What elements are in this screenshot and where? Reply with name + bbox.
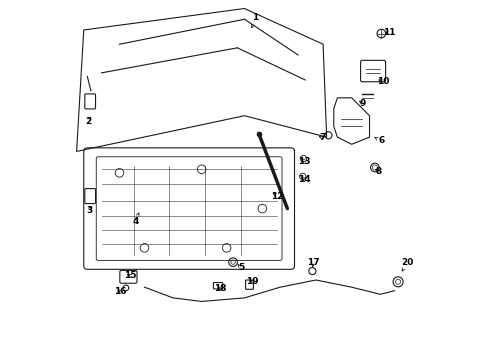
Text: 17: 17: [306, 258, 319, 267]
Text: 4: 4: [132, 213, 139, 226]
Text: 18: 18: [214, 284, 226, 293]
Text: 16: 16: [114, 287, 126, 296]
Text: 6: 6: [374, 136, 384, 145]
Text: 12: 12: [270, 192, 283, 201]
Text: 8: 8: [375, 167, 381, 176]
Text: 20: 20: [400, 258, 412, 271]
Text: 15: 15: [123, 271, 136, 280]
Text: 11: 11: [382, 28, 395, 37]
Text: 1: 1: [251, 13, 258, 28]
Text: 2: 2: [85, 117, 91, 126]
Text: 13: 13: [298, 157, 310, 166]
Text: 19: 19: [246, 277, 259, 286]
Text: 7: 7: [319, 133, 325, 142]
Text: 10: 10: [376, 77, 388, 86]
Text: 9: 9: [359, 99, 365, 108]
Text: 3: 3: [86, 206, 92, 215]
Text: 5: 5: [237, 263, 244, 272]
Text: 14: 14: [298, 175, 310, 184]
